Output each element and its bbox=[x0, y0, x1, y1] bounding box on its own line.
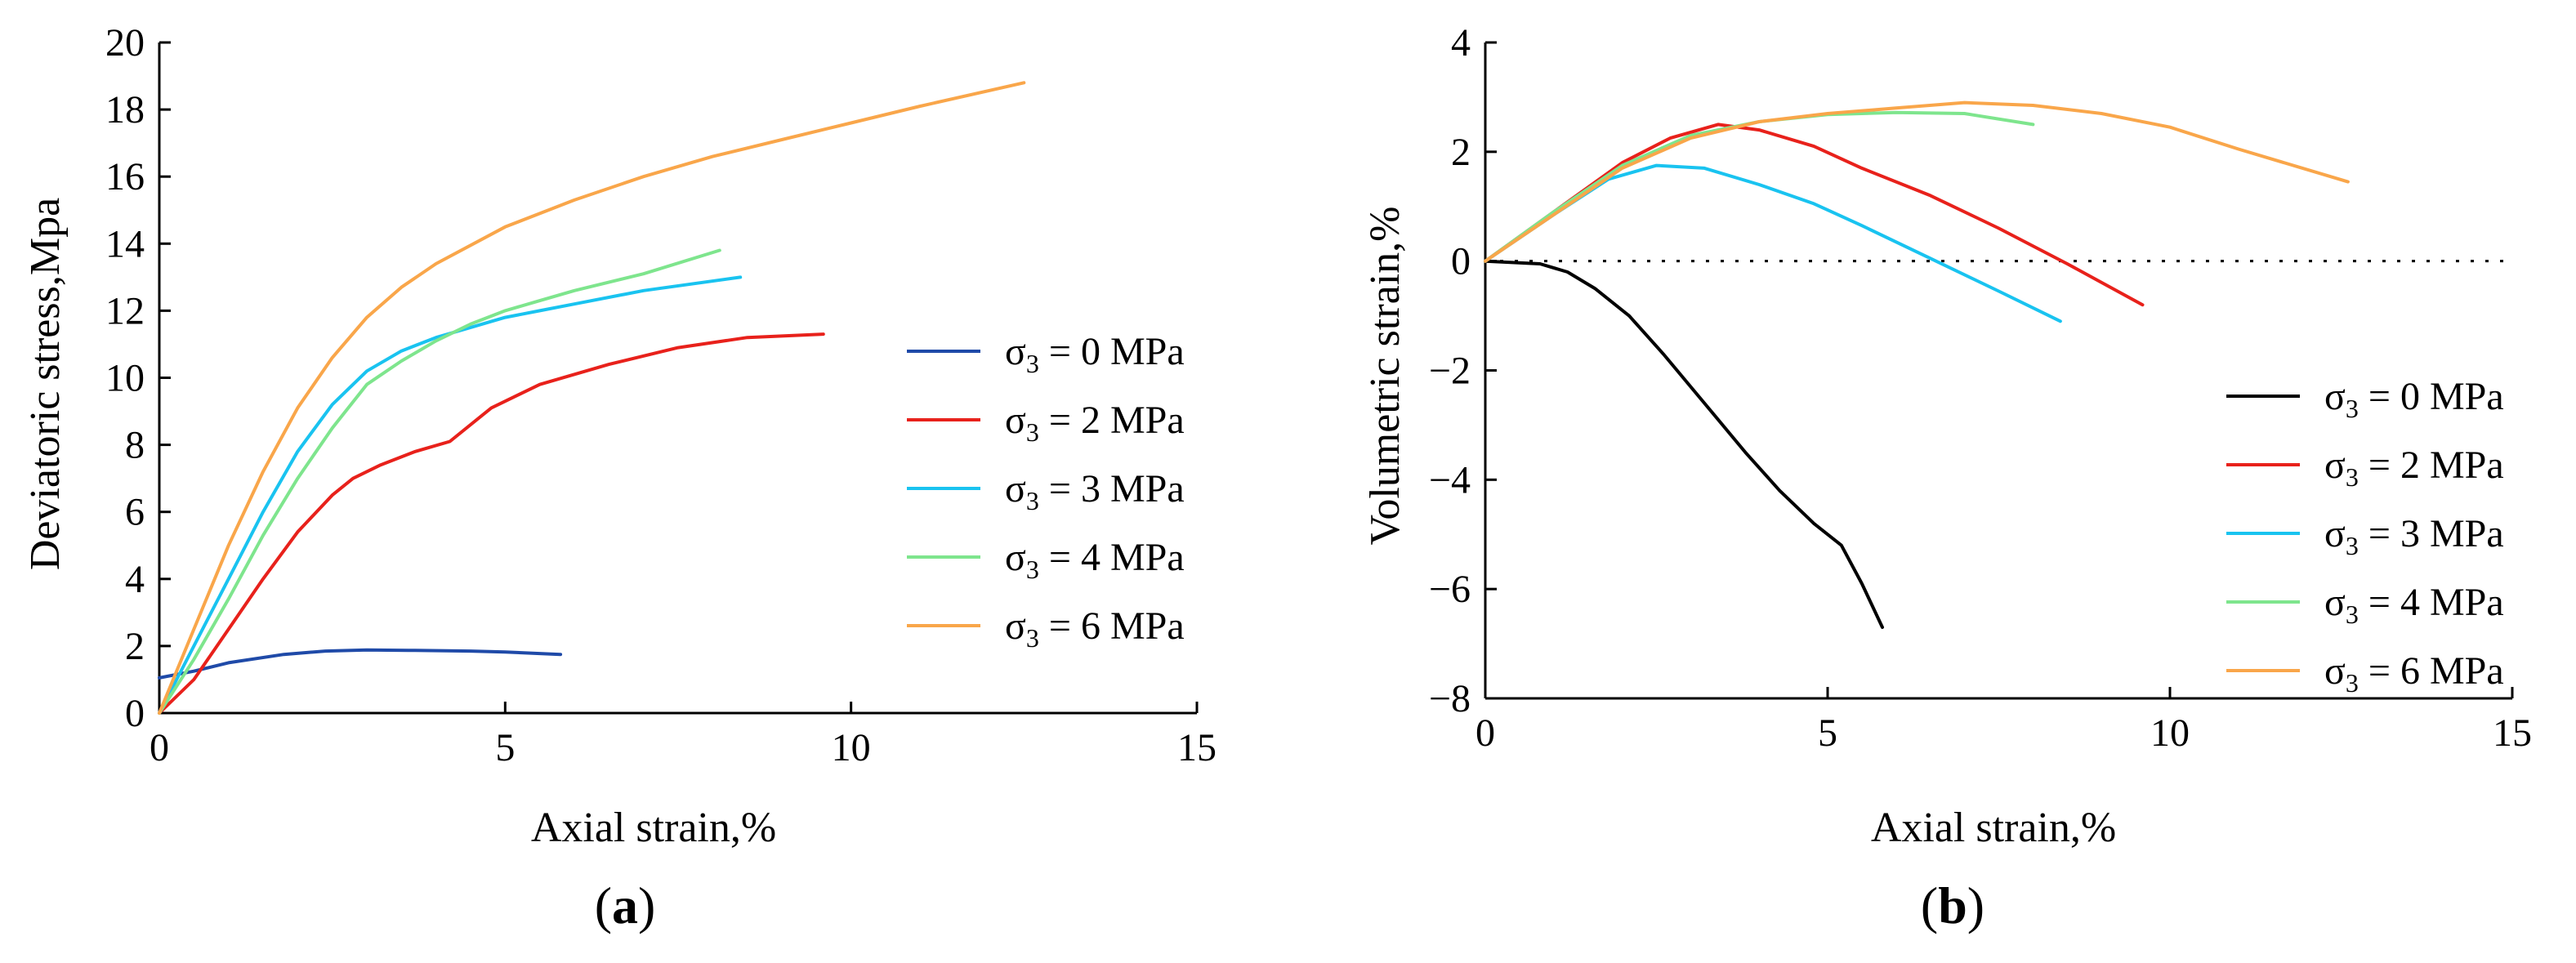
panel-b-series bbox=[1484, 100, 2350, 629]
a-series-line-3 bbox=[158, 248, 721, 715]
b-legend-sigma: σ bbox=[2324, 512, 2346, 555]
a-legend-label-0: σ3 = 0 MPa bbox=[1005, 330, 1185, 378]
a-legend-sigma: σ bbox=[1005, 330, 1026, 373]
panel-a-y-ticks: 0 2 4 6 8 10 12 14 16 18 20 bbox=[105, 21, 171, 735]
b-y-tick-label: 0 bbox=[1451, 240, 1471, 283]
b-y-tick-label: 2 bbox=[1451, 131, 1471, 174]
panel-a-y-axis-label: Deviatoric stress,Mpa bbox=[22, 198, 69, 570]
b-legend-text: = 3 MPa bbox=[2359, 512, 2504, 555]
panel-b-caption-letter: b bbox=[1938, 876, 1967, 934]
b-legend-label-3: σ3 = 4 MPa bbox=[2324, 581, 2504, 629]
b-legend-subscript: 3 bbox=[2346, 462, 2359, 492]
a-legend-sigma: σ bbox=[1005, 399, 1026, 442]
b-legend-text: = 6 MPa bbox=[2359, 649, 2504, 693]
a-y-tick-label: 20 bbox=[105, 21, 145, 65]
b-legend-text: = 4 MPa bbox=[2359, 581, 2504, 624]
a-y-tick-label: 0 bbox=[125, 692, 145, 735]
b-legend-label-2: σ3 = 3 MPa bbox=[2324, 512, 2504, 560]
panel-a-x-axis-label: Axial strain,% bbox=[531, 805, 776, 851]
a-legend-text: = 0 MPa bbox=[1039, 330, 1185, 373]
a-x-tick-label: 10 bbox=[832, 726, 871, 769]
a-series-line-2 bbox=[158, 275, 743, 715]
panel-b-x-axis-label: Axial strain,% bbox=[1871, 805, 2116, 851]
b-legend-text: = 2 MPa bbox=[2359, 444, 2504, 487]
b-series-line-4 bbox=[1484, 100, 2350, 263]
b-series-line-2 bbox=[1484, 163, 2062, 323]
a-y-tick-label: 16 bbox=[105, 155, 145, 198]
a-series-line-0 bbox=[158, 648, 563, 680]
panel-a-x-ticks: 0 5 10 15 bbox=[150, 702, 1217, 769]
a-legend-label-3: σ3 = 4 MPa bbox=[1005, 536, 1185, 584]
b-legend-subscript: 3 bbox=[2346, 531, 2359, 560]
b-x-tick-label: 5 bbox=[1818, 711, 1837, 755]
a-legend-subscript: 3 bbox=[1026, 417, 1039, 447]
panel-b-x-ticks: 0 5 10 15 bbox=[1476, 687, 2532, 755]
b-series-line-0 bbox=[1484, 259, 1884, 629]
a-legend-label-4: σ3 = 6 MPa bbox=[1005, 604, 1185, 653]
panel-b-y-axis-label: Volumetric strain,% bbox=[1362, 207, 1409, 546]
panel-a-caption-letter: a bbox=[612, 876, 638, 934]
panel-b-y-ticks: −8 −6 −4 −2 0 2 4 bbox=[1429, 21, 1497, 720]
a-legend-text: = 3 MPa bbox=[1039, 467, 1185, 510]
b-y-tick-label: −2 bbox=[1429, 350, 1471, 393]
a-y-tick-label: 4 bbox=[125, 558, 145, 601]
a-y-tick-label: 14 bbox=[105, 222, 145, 265]
a-y-tick-label: 10 bbox=[105, 357, 145, 400]
b-series-line-3 bbox=[1484, 110, 2035, 263]
b-x-tick-label: 10 bbox=[2150, 711, 2190, 755]
a-legend-label-2: σ3 = 3 MPa bbox=[1005, 467, 1185, 515]
panel-a-caption: (a) bbox=[595, 876, 656, 934]
a-series-line-4 bbox=[158, 81, 1026, 715]
a-legend-label-1: σ3 = 2 MPa bbox=[1005, 399, 1185, 447]
a-legend-subscript: 3 bbox=[1026, 486, 1039, 515]
a-x-tick-label: 15 bbox=[1177, 726, 1217, 769]
a-legend-sigma: σ bbox=[1005, 467, 1026, 510]
a-x-tick-label: 5 bbox=[495, 726, 515, 769]
a-y-tick-label: 6 bbox=[125, 491, 145, 534]
a-series-line-1 bbox=[158, 332, 825, 715]
b-legend-sigma: σ bbox=[2324, 444, 2346, 487]
b-y-tick-label: −4 bbox=[1429, 458, 1471, 502]
a-y-tick-label: 18 bbox=[105, 88, 145, 132]
b-legend-subscript: 3 bbox=[2346, 600, 2359, 629]
a-legend-subscript: 3 bbox=[1026, 623, 1039, 653]
panel-b-caption: (b) bbox=[1921, 876, 1984, 934]
b-x-tick-label: 15 bbox=[2493, 711, 2532, 755]
a-y-tick-label: 8 bbox=[125, 424, 145, 467]
a-legend-text: = 4 MPa bbox=[1039, 536, 1185, 579]
b-legend-subscript: 3 bbox=[2346, 394, 2359, 423]
b-legend-label-4: σ3 = 6 MPa bbox=[2324, 649, 2504, 698]
a-legend-subscript: 3 bbox=[1026, 349, 1039, 378]
b-series-line-1 bbox=[1484, 123, 2145, 307]
b-y-tick-label: −8 bbox=[1429, 677, 1471, 720]
a-x-tick-label: 0 bbox=[150, 726, 169, 769]
b-legend-label-1: σ3 = 2 MPa bbox=[2324, 444, 2504, 492]
b-legend-subscript: 3 bbox=[2346, 668, 2359, 698]
b-legend-sigma: σ bbox=[2324, 581, 2346, 624]
a-legend-text: = 2 MPa bbox=[1039, 399, 1185, 442]
a-legend-sigma: σ bbox=[1005, 536, 1026, 579]
a-legend-subscript: 3 bbox=[1026, 555, 1039, 584]
b-legend-text: = 0 MPa bbox=[2359, 375, 2504, 418]
panel-a-series bbox=[158, 81, 1026, 715]
a-legend-sigma: σ bbox=[1005, 604, 1026, 648]
b-legend-sigma: σ bbox=[2324, 649, 2346, 693]
a-y-tick-label: 12 bbox=[105, 289, 145, 332]
b-x-tick-label: 0 bbox=[1476, 711, 1495, 755]
b-y-tick-label: −6 bbox=[1429, 568, 1471, 611]
a-legend-text: = 6 MPa bbox=[1039, 604, 1185, 648]
b-y-tick-label: 4 bbox=[1451, 21, 1471, 65]
panel-b-chart: 0 5 10 15 −8 −6 −4 −2 0 2 4 Axial strain,% Volume… bbox=[1362, 21, 2532, 934]
b-legend-sigma: σ bbox=[2324, 375, 2346, 418]
a-y-tick-label: 2 bbox=[125, 625, 145, 668]
b-legend-label-0: σ3 = 0 MPa bbox=[2324, 375, 2504, 423]
